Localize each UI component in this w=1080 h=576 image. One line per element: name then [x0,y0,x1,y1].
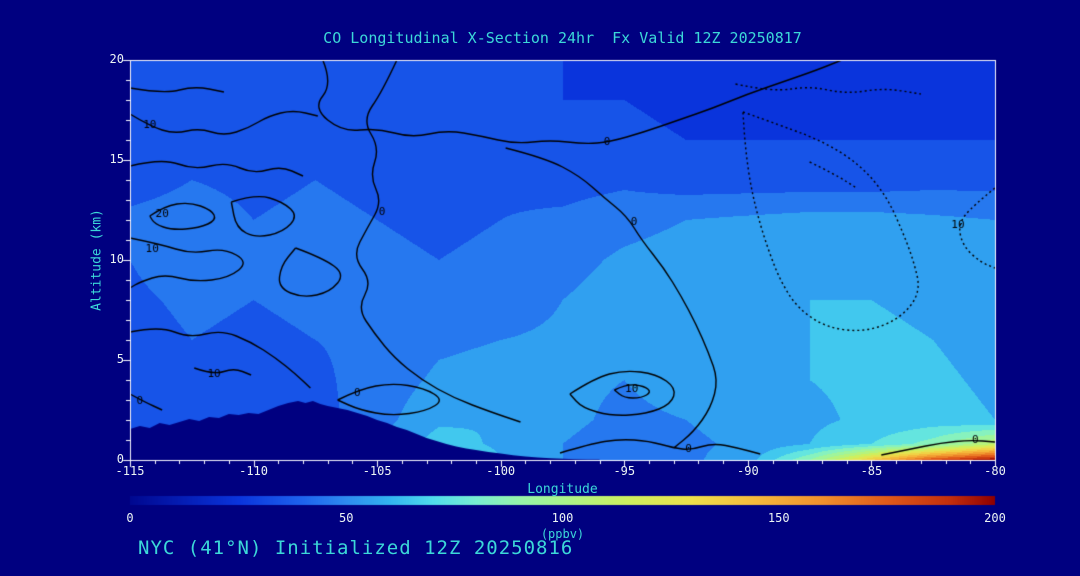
colorbar-label: (ppbv) [540,527,585,541]
y-tick-label: 15 [109,152,124,166]
colorbar-tick-label: 150 [767,511,790,525]
colorbar-tick-label: 100 [551,511,574,525]
x-tick-label: -85 [860,464,883,478]
x-tick-label: -115 [115,464,145,478]
x-tick-label: -105 [362,464,392,478]
colorbar-tick-label: 0 [126,511,134,525]
x-axis-label: Longitude [527,482,598,497]
y-tick-label: 0 [116,452,124,466]
colorbar-tick-label: 200 [984,511,1006,525]
y-tick-label: 5 [116,352,124,366]
plot-title: CO Longitudinal X-Section 24hr Fx Valid … [323,29,802,47]
y-tick-label: 20 [109,52,124,66]
colorbar-tick-label: 50 [339,511,354,525]
x-tick-label: -110 [239,464,269,478]
x-tick-label: -95 [613,464,636,478]
x-tick-label: -100 [486,464,516,478]
y-tick-label: 10 [109,252,124,266]
x-tick-label: -80 [984,464,1006,478]
x-tick-label: -90 [737,464,759,478]
run-info-text: NYC (41°N) Initialized 12Z 20250816 [138,537,574,559]
